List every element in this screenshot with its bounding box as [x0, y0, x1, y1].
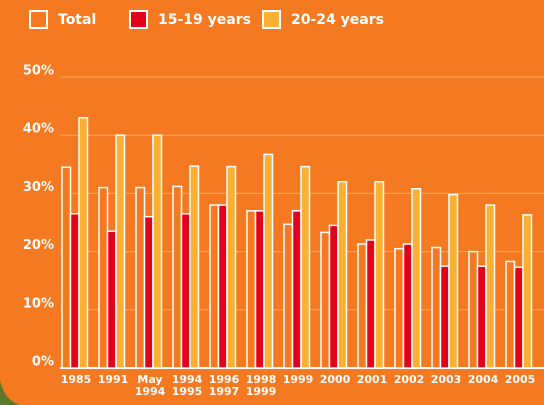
bar [320, 231, 331, 369]
x-tick-label: 2001 [357, 373, 388, 386]
y-tick-label: 30% [23, 180, 54, 195]
bar [411, 187, 422, 369]
bar [172, 185, 183, 369]
bar [263, 153, 274, 369]
x-tick-line: 1996 [209, 373, 240, 386]
legend-swatch [129, 10, 148, 29]
bar [448, 193, 459, 369]
x-tick-label: 1994 1995 [172, 373, 203, 398]
bar [485, 204, 496, 369]
bar [505, 260, 516, 369]
x-tick-label: 1991 [98, 373, 129, 386]
bar [365, 239, 376, 369]
x-tick-label: 2004 [468, 373, 499, 386]
bar [328, 224, 339, 369]
legend-swatch [29, 10, 48, 29]
bar [439, 265, 450, 369]
bar [394, 247, 405, 369]
x-tick-line: May [137, 373, 162, 386]
x-tick-label: 1998 1999 [246, 373, 277, 398]
bar [143, 215, 154, 369]
x-tick-label: 1999 [283, 373, 314, 386]
bar [189, 165, 200, 369]
x-tick-line: 2000 [320, 373, 351, 386]
x-tick-label: 2005 [505, 373, 536, 386]
x-tick-line: 1991 [98, 373, 129, 386]
x-tick-line: 1994 [135, 385, 166, 398]
bar [180, 213, 191, 369]
y-tick-label: 20% [23, 238, 54, 253]
x-tick-line: 2003 [431, 373, 462, 386]
bar [217, 204, 228, 369]
bar [431, 246, 442, 369]
x-tick-line: 2002 [394, 373, 425, 386]
bar [513, 266, 524, 369]
bar [522, 214, 533, 369]
x-tick-line: 1985 [61, 373, 92, 386]
x-tick-line: 1994 [172, 373, 203, 386]
x-tick-line: 2004 [468, 373, 499, 386]
x-tick-line: 1995 [172, 385, 203, 398]
bar [115, 134, 126, 369]
y-tick-label: 40% [23, 122, 54, 137]
corner [0, 380, 20, 405]
bar [283, 223, 294, 369]
x-tick-label: 2000 [320, 373, 351, 386]
bar [106, 230, 117, 369]
bar [300, 165, 311, 369]
bar [152, 134, 163, 369]
x-tick-line: 2001 [357, 373, 388, 386]
y-tick-label: 10% [23, 296, 54, 311]
x-tick-label: 2002 [394, 373, 425, 386]
x-tick-line: 2005 [505, 373, 536, 386]
bar [209, 204, 220, 369]
bar [78, 116, 89, 369]
x-tick-label: 1985 [61, 373, 92, 386]
bar [246, 210, 257, 369]
bar [69, 213, 80, 369]
bar [226, 165, 237, 369]
y-tick-label: 0% [32, 355, 54, 370]
bar [254, 210, 265, 369]
legend-label: Total [58, 12, 96, 28]
x-tick-label: 2003 [431, 373, 462, 386]
bar [61, 166, 72, 369]
bar [337, 181, 348, 369]
legend-label: 15-19 years [158, 12, 251, 28]
bar [468, 250, 479, 369]
x-tick-label: May 1994 [135, 373, 166, 398]
x-tick-line: 1998 [246, 373, 277, 386]
bar [374, 181, 385, 369]
bar [476, 265, 487, 369]
y-tick-label: 50% [23, 64, 54, 79]
x-tick-line: 1999 [246, 385, 277, 398]
x-tick-line: 1999 [283, 373, 314, 386]
bar [98, 186, 109, 369]
bar [357, 243, 368, 369]
x-tick-label: 1996 1997 [209, 373, 240, 398]
bar [402, 243, 413, 369]
legend-label: 20-24 years [291, 12, 384, 28]
x-tick-line: 1997 [209, 385, 240, 398]
bar [135, 186, 146, 369]
legend-swatch [262, 10, 281, 29]
bar [291, 210, 302, 369]
